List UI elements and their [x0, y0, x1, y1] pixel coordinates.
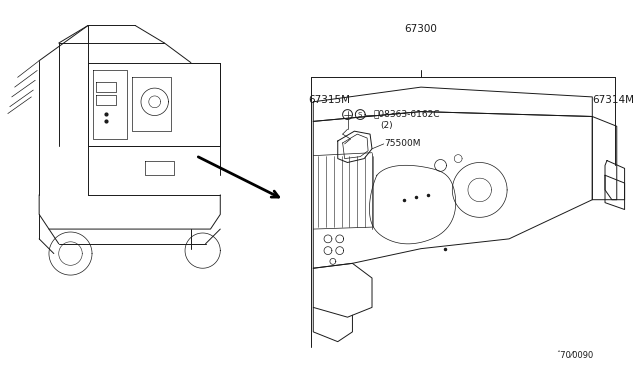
Text: S: S	[358, 112, 362, 118]
Text: 67315M: 67315M	[308, 95, 350, 105]
Text: 67314M: 67314M	[592, 95, 634, 105]
Text: ˆ70⁄0090: ˆ70⁄0090	[556, 351, 593, 360]
Text: 67300: 67300	[404, 24, 437, 34]
Text: 75500M: 75500M	[384, 140, 420, 148]
Text: (2): (2)	[380, 121, 392, 130]
Text: Ⓜ08363-6162C: Ⓜ08363-6162C	[374, 109, 440, 118]
